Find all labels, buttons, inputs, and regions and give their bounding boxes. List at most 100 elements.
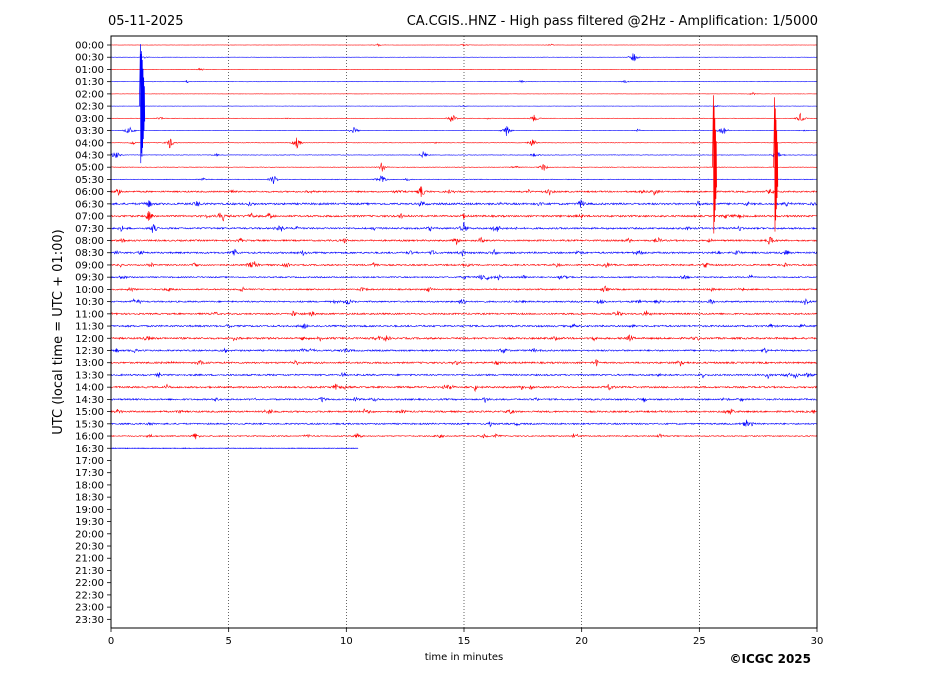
trace-row-20 [111, 285, 817, 293]
trace-row-6 [111, 112, 817, 123]
trace-row-2 [111, 67, 817, 71]
trace-row-13 [111, 199, 817, 208]
trace-row-16 [111, 236, 817, 246]
copyright-label: ©ICGC 2025 [729, 652, 811, 666]
trace-row-8 [111, 137, 817, 149]
y-tick-label: 16:30 [75, 444, 104, 455]
y-tick-label: 03:30 [75, 126, 104, 137]
y-tick-label: 06:00 [75, 187, 104, 198]
y-tick-label: 19:30 [75, 517, 104, 528]
trace-row-9 [111, 151, 817, 160]
x-tick-label: 15 [458, 636, 471, 647]
transient-spike-1 [140, 51, 146, 157]
y-tick-label: 09:30 [75, 273, 104, 284]
trace-row-11 [111, 175, 817, 184]
trace-row-12 [111, 186, 817, 197]
y-tick-label: 13:30 [75, 370, 104, 381]
y-tick-label: 15:00 [75, 407, 104, 418]
y-tick-label: 22:00 [75, 578, 104, 589]
y-tick-label: 14:30 [75, 395, 104, 406]
trace-row-3 [111, 79, 817, 84]
y-tick-label: 07:30 [75, 224, 104, 235]
trace-row-19 [111, 274, 817, 281]
trace-row-26 [111, 359, 817, 367]
y-tick-label: 19:00 [75, 505, 104, 516]
y-tick-label: 22:30 [75, 590, 104, 601]
y-tick-label: 00:00 [75, 41, 104, 52]
y-tick-label: 23:00 [75, 603, 104, 614]
y-tick-label: 06:30 [75, 199, 104, 210]
y-tick-label: 10:00 [75, 285, 104, 296]
trace-row-31 [111, 419, 817, 428]
trace-row-18 [111, 261, 817, 268]
y-tick-label: 00:30 [75, 53, 104, 64]
y-tick-label: 14:00 [75, 383, 104, 394]
y-tick-label: 12:00 [75, 334, 104, 345]
y-tick-label: 02:00 [75, 89, 104, 100]
trace-row-22 [111, 310, 817, 317]
y-tick-label: 04:30 [75, 150, 104, 161]
trace-row-21 [111, 298, 817, 306]
trace-row-0 [111, 43, 817, 48]
x-axis-ticks: 0 5 10 15 20 25 30 [108, 628, 824, 647]
y-tick-label: 01:00 [75, 65, 104, 76]
trace-row-24 [111, 334, 817, 342]
x-axis-label: time in minutes [425, 652, 504, 663]
y-tick-label: 21:00 [75, 554, 104, 565]
x-tick-label: 10 [340, 636, 353, 647]
plot-frame [110, 35, 818, 629]
y-tick-label: 20:00 [75, 529, 104, 540]
y-axis-label: UTC (local time = UTC + 01:00) [51, 229, 66, 434]
trace-row-17 [111, 248, 817, 257]
y-tick-label: 08:00 [75, 236, 104, 247]
y-tick-label: 17:00 [75, 456, 104, 467]
trace-row-14 [111, 211, 817, 222]
x-tick-label: 5 [225, 636, 231, 647]
y-tick-label: 11:30 [75, 322, 104, 333]
trace-row-10 [111, 162, 817, 172]
seismic-traces [111, 43, 817, 450]
x-tick-label: 30 [811, 636, 824, 647]
trace-row-4 [111, 91, 817, 96]
transient-spike-3 [773, 97, 779, 232]
y-tick-label: 16:00 [75, 432, 104, 443]
trace-row-7 [111, 126, 817, 136]
x-tick-label: 25 [693, 636, 706, 647]
trace-row-32 [111, 432, 817, 440]
y-tick-label: 20:30 [75, 542, 104, 553]
y-tick-label: 08:30 [75, 248, 104, 259]
trace-row-23 [111, 323, 817, 329]
y-tick-label: 21:30 [75, 566, 104, 577]
y-tick-label: 17:30 [75, 468, 104, 479]
y-tick-label: 13:00 [75, 358, 104, 369]
trace-row-28 [111, 383, 817, 393]
trace-row-29 [111, 396, 817, 403]
y-tick-label: 05:30 [75, 175, 104, 186]
y-tick-label: 11:00 [75, 309, 104, 320]
y-tick-label: 04:00 [75, 138, 104, 149]
transient-spike-2 [712, 95, 717, 234]
y-tick-label: 01:30 [75, 77, 104, 88]
y-tick-label: 05:00 [75, 163, 104, 174]
x-tick-label: 20 [575, 636, 588, 647]
y-tick-label: 07:00 [75, 212, 104, 223]
trace-row-1 [111, 53, 817, 62]
trace-row-25 [111, 347, 817, 354]
trace-row-5 [111, 105, 817, 108]
y-tick-label: 15:30 [75, 419, 104, 430]
date-label: 05-11-2025 [108, 14, 184, 29]
trace-row-27 [111, 371, 817, 380]
trace-row-30 [111, 408, 817, 415]
y-tick-label: 10:30 [75, 297, 104, 308]
y-tick-label: 12:30 [75, 346, 104, 357]
y-tick-label: 23:30 [75, 615, 104, 626]
y-tick-label: 03:00 [75, 114, 104, 125]
y-tick-label: 18:30 [75, 493, 104, 504]
vertical-gridlines [228, 36, 700, 628]
x-tick-label: 0 [108, 636, 114, 647]
trace-row-15 [111, 221, 817, 233]
chart-title: CA.CGIS..HNZ - High pass filtered @2Hz -… [407, 14, 818, 29]
y-tick-label: 09:00 [75, 260, 104, 271]
